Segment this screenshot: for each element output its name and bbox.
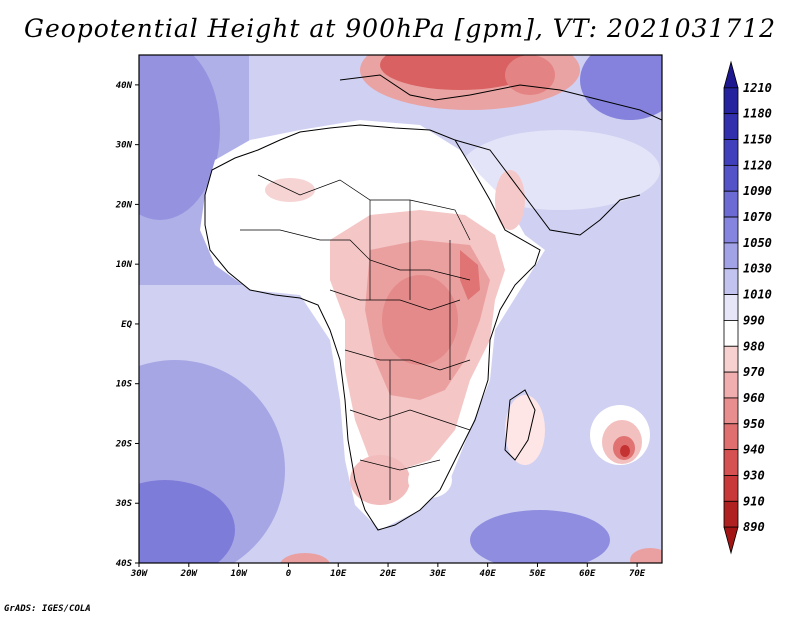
colorbar-swatch xyxy=(723,164,739,192)
colorbar-label: 1070 xyxy=(743,210,772,224)
colorbar-swatch xyxy=(723,345,739,373)
colorbar-label: 970 xyxy=(743,365,765,379)
lon-tick-label: 10E xyxy=(330,569,347,579)
lon-tick-label: 70E xyxy=(629,569,646,579)
lon-tick-label: 40E xyxy=(480,569,497,579)
geopotential-field xyxy=(139,55,662,563)
colorbar-label: 930 xyxy=(743,468,765,482)
lon-tick-label: 20W xyxy=(180,569,199,579)
colorbar-swatch xyxy=(723,371,739,399)
colorbar-swatch xyxy=(723,320,739,347)
lon-tick-label: 60E xyxy=(579,569,596,579)
colorbar-swatch xyxy=(723,87,739,115)
colorbar-label: 1050 xyxy=(743,236,772,250)
map-title: Geopotential Height at 900hPa [gpm], VT:… xyxy=(23,14,777,43)
colorbar-swatch xyxy=(723,449,739,476)
colorbar-swatch xyxy=(723,397,739,425)
colorbar-swatch xyxy=(723,423,739,451)
colorbar: 1210 1180 1150 1120 1090 1070 1050 1030 1010 990 9… xyxy=(723,60,772,555)
colorbar-swatch xyxy=(723,242,739,270)
colorbar-label: 950 xyxy=(743,417,765,431)
colorbar-swatch xyxy=(723,500,739,528)
colorbar-label: 1150 xyxy=(743,133,772,147)
lon-tick-label: 50E xyxy=(529,569,546,579)
colorbar-label: 1030 xyxy=(743,262,772,276)
lat-tick-label: 40S xyxy=(116,559,133,569)
lat-tick-label: 20N xyxy=(115,200,133,210)
colorbar-label: 1090 xyxy=(743,184,772,198)
country-borders xyxy=(240,174,471,500)
colorbar-swatch xyxy=(723,526,739,555)
colorbar-label: 1210 xyxy=(743,81,772,95)
colorbar-swatch xyxy=(723,139,739,166)
colorbar-label: 1010 xyxy=(743,288,772,302)
colorbar-label: 910 xyxy=(743,494,765,508)
colorbar-swatch xyxy=(723,190,739,218)
colorbar-swatch xyxy=(723,475,739,502)
colorbar-label: 940 xyxy=(743,443,765,457)
lat-tick-label: 20S xyxy=(115,439,133,449)
latitude-axis: 40N 30N 20N 10N EQ 10S 20S 30S 40S xyxy=(115,81,139,569)
lat-tick-label: EQ xyxy=(121,320,132,330)
colorbar-label: 1120 xyxy=(743,158,772,172)
lat-tick-label: 30N xyxy=(115,141,133,151)
colorbar-swatch xyxy=(723,294,739,321)
colorbar-label: 980 xyxy=(743,339,765,353)
map-frame xyxy=(138,54,663,564)
lat-tick-label: 10N xyxy=(116,260,133,270)
lon-tick-label: 0 xyxy=(286,569,292,579)
coastlines xyxy=(204,74,662,531)
lat-tick-label: 10S xyxy=(116,380,133,390)
colorbar-swatch xyxy=(723,113,739,140)
longitude-axis: 30W 20W 10W 0 10E 20E 30E 40E 50E 60E 70E xyxy=(130,563,646,579)
lat-tick-label: 30S xyxy=(115,499,133,509)
colorbar-swatch xyxy=(723,216,739,244)
colorbar-label: 1180 xyxy=(743,107,772,121)
colorbar-swatch xyxy=(723,268,739,295)
lon-tick-label: 30W xyxy=(130,569,149,579)
lon-tick-label: 30E xyxy=(429,569,447,579)
lat-tick-label: 40N xyxy=(116,81,133,91)
colorbar-label: 990 xyxy=(743,313,765,327)
colorbar-label: 960 xyxy=(743,391,765,405)
grads-credit: GrADS: IGES/COLA xyxy=(4,604,91,614)
colorbar-swatch xyxy=(723,60,739,89)
lon-tick-label: 10W xyxy=(230,569,248,579)
lon-tick-label: 20E xyxy=(379,569,397,579)
colorbar-label: 890 xyxy=(743,520,765,534)
